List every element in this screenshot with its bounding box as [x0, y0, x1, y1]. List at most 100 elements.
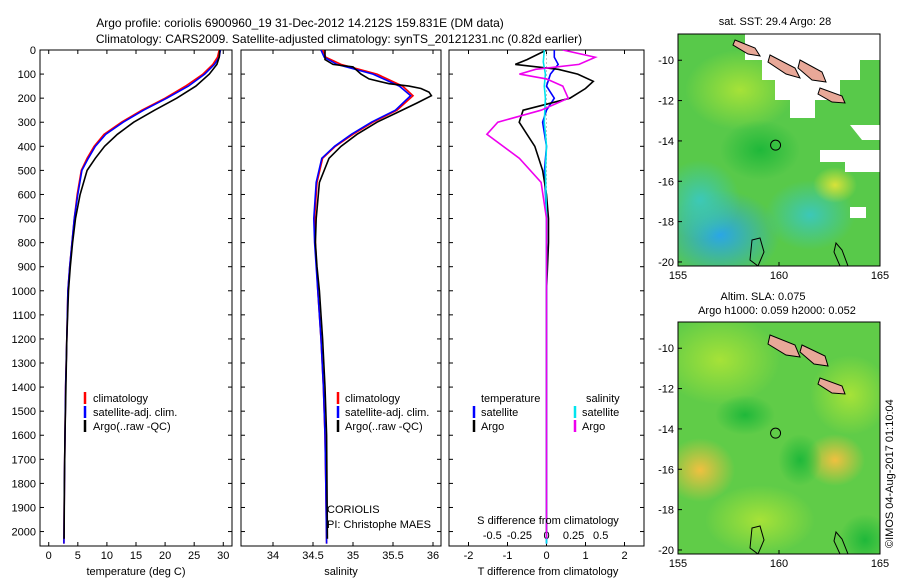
sla_map-ytick-label: -14	[658, 424, 674, 436]
temperature-ytick-label: 500	[18, 165, 36, 177]
salinity-annotation-line2: PI: Christophe MAES	[327, 519, 431, 531]
sst_map-xtick-label: 165	[871, 270, 889, 282]
temperature-ytick-label: 1400	[12, 382, 36, 394]
difference-xtick-s-label: 0.25	[563, 530, 584, 542]
temperature-ytick-label: 1300	[12, 358, 36, 370]
temperature-ytick-label: 1700	[12, 454, 36, 466]
sla-darkgreen-patch-2	[839, 514, 880, 554]
sst_map-ytick-label: -16	[658, 176, 674, 188]
sla-island-3	[817, 377, 846, 395]
sla-darkgreen-patch-3	[715, 395, 775, 435]
sst-map-ticks: 155 160 165 -10 -12 -14 -16 -18 -20	[658, 55, 889, 282]
sla-yellow-patch-2	[805, 434, 865, 486]
difference-series-salinity-argo	[485, 50, 598, 539]
temperature-ytick-label: 1900	[12, 502, 36, 514]
difference-legend-title-temperature: temperature	[481, 393, 540, 405]
temperature-legend: climatology satellite-adj. clim. Argo(..…	[83, 392, 177, 433]
salinity-xtick-label: 36	[427, 550, 439, 562]
difference-xtick-s-label: -0.5	[483, 530, 502, 542]
difference-xtick-label: -2	[464, 550, 474, 562]
sst-island-1	[732, 39, 762, 57]
sla_map-xtick-label: 155	[669, 558, 687, 570]
sla-island-2	[799, 344, 829, 367]
sst-darkgreen-patch	[720, 120, 800, 180]
temperature-ytick-label: 1200	[12, 334, 36, 346]
sla-map-ticks: 155 160 165 -10 -12 -14 -16 -18 -20	[658, 343, 889, 570]
sst_map-ytick-label: -18	[658, 217, 674, 229]
salinity-xtick-label: 35	[347, 550, 359, 562]
salinity-legend: climatology satellite-adj. clim. Argo(..…	[336, 392, 429, 433]
sst-yellow-patch	[813, 167, 857, 203]
salinity-panel: 34 34.5 35 35.5 36 salinity climatology sate…	[240, 49, 442, 578]
salinity-series-argo-raw-qc-	[314, 50, 433, 539]
difference-legend-tsat: satellite	[481, 407, 518, 419]
temperature-panel: 0 5 10 15 20 25 300100200300400500600700800900…	[12, 45, 233, 578]
salinity-xtick-label: 34	[267, 550, 279, 562]
temperature-legend-argo: Argo(..raw -QC)	[93, 421, 171, 433]
sst-cyan-patch	[678, 160, 740, 240]
sla-map-panel: Altim. SLA: 0.075 Argo h1000: 0.059 h200…	[658, 291, 889, 570]
difference-xtick-s-label: -0.25	[507, 530, 532, 542]
temperature-ytick-label: 1500	[12, 406, 36, 418]
sst-island-2	[767, 54, 801, 79]
temperature-ytick-label: 1600	[12, 430, 36, 442]
sla_map-xtick-label: 160	[770, 558, 788, 570]
temperature-ytick-label: 0	[30, 45, 36, 57]
sst-map-panel: sat. SST: 29.4 Argo: 28 155 160 165-10-12-	[658, 16, 889, 282]
salinity-axes-frame	[240, 49, 442, 547]
temperature-ytick-label: 100	[18, 69, 36, 81]
temperature-ytick-label: 300	[18, 117, 36, 129]
sla-lightgreen-patch-1	[678, 322, 780, 405]
temperature-ytick-label: 200	[18, 93, 36, 105]
figure-title-line2: Climatology: CARS2009. Satellite-adjuste…	[96, 32, 582, 46]
temperature-xtick-label: 25	[188, 550, 200, 562]
sla-yellow-patch-1	[678, 438, 735, 502]
sst-map-field	[678, 34, 880, 266]
difference-xtick-s-label: 0.5	[593, 530, 608, 542]
difference-legend-ssat: satellite	[582, 407, 619, 419]
temperature-ytick-label: 1100	[12, 310, 36, 322]
difference-xlabel: T difference from climatology	[478, 566, 619, 578]
sla-argo-location-marker	[770, 427, 782, 439]
difference-legend-title-salinity: salinity	[586, 393, 620, 405]
temperature-xtick-label: 15	[130, 550, 142, 562]
sla_map-ytick-label: -10	[658, 343, 674, 355]
sla_map-ytick-label: -12	[658, 384, 674, 396]
sst-reef-1	[749, 237, 765, 266]
temperature-legend-satellite: satellite-adj. clim.	[93, 407, 177, 419]
temperature-ytick-label: 900	[18, 262, 36, 274]
temperature-xtick-label: 5	[75, 550, 81, 562]
temperature-ytick-label: 2000	[12, 527, 36, 539]
sst-map-title: sat. SST: 29.4 Argo: 28	[719, 16, 832, 28]
difference-series-temperature-argo	[514, 50, 595, 539]
salinity-legend-argo: Argo(..raw -QC)	[345, 421, 423, 433]
salinity-ticks: 34 34.5 35 35.5 36	[241, 49, 441, 562]
sla_map-xtick-label: 165	[871, 558, 889, 570]
salinity-xtick-label: 34.5	[302, 550, 323, 562]
difference-panel: -2 -1 0 1 2-0.5 -0.25 0 0.25 0.5 S difference fr…	[448, 49, 645, 578]
sla_map-ytick-label: -16	[658, 464, 674, 476]
temperature-xtick-label: 30	[217, 550, 229, 562]
difference-xtick-label: 1	[582, 550, 588, 562]
temperature-legend-climatology: climatology	[93, 393, 149, 405]
sst-reef-2	[833, 241, 849, 266]
temperature-xlabel: temperature (deg C)	[86, 566, 185, 578]
sla-lightgreen-patch-2	[810, 355, 880, 435]
figure-title-line1: Argo profile: coriolis 6900960_19 31-Dec…	[96, 16, 504, 30]
sla-lightgreen-patch-3	[705, 485, 815, 554]
difference-xlabel-top: S difference from climatology	[477, 515, 619, 527]
sst_map-ytick-label: -20	[658, 257, 674, 269]
sla_map-ytick-label: -20	[658, 545, 674, 557]
salinity-xlabel: salinity	[324, 566, 358, 578]
sla-map-field	[678, 322, 880, 554]
salinity-lines	[312, 50, 433, 544]
sst_map-ytick-label: -12	[658, 96, 674, 108]
salinity-xtick-label: 35.5	[382, 550, 403, 562]
sla-island-1	[767, 334, 801, 358]
difference-xtick-label: -1	[503, 550, 513, 562]
sst_map-ytick-label: -14	[658, 136, 674, 148]
temperature-ytick-label: 1000	[12, 286, 36, 298]
temperature-ticks: 0 5 10 15 20 25 300100200300400500600700800900…	[12, 45, 232, 562]
sla-darkgreen-patch-1	[778, 434, 822, 486]
